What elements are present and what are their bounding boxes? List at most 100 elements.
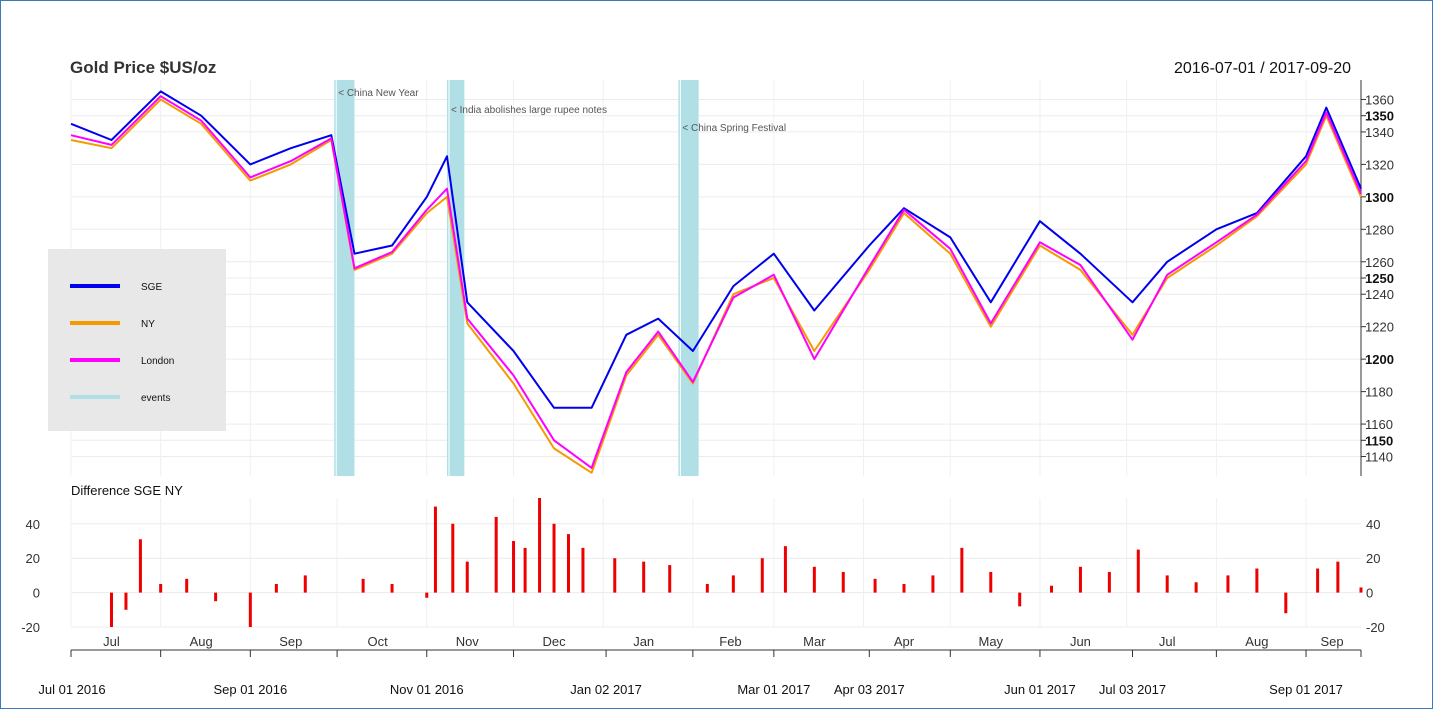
legend-label-london: London [141,356,174,367]
difference-bar [812,566,816,593]
event-band [334,80,355,476]
difference-bars [109,498,1363,627]
y-tick-label: 1320 [1365,157,1394,172]
event-label: < China Spring Festival [682,123,786,134]
legend: SGE NY London events [48,249,226,431]
difference-bar [960,547,964,593]
difference-bar [760,558,764,593]
series-line-london [70,95,1362,469]
difference-bar [566,534,570,593]
difference-bar [902,584,906,593]
difference-bar [523,547,527,593]
difference-bar [159,584,163,593]
y-tick-label: 1140 [1365,450,1393,465]
difference-bar [248,592,252,627]
x-date-label: Sep 01 2016 [213,682,287,697]
x-month-label: Sep [1321,634,1344,649]
diff-y-tick-right: 40 [1366,517,1380,532]
difference-bar [1136,549,1140,593]
x-month-label: Jan [633,634,654,649]
difference-bar [512,541,516,593]
x-month-label: Aug [190,634,213,649]
difference-bar [274,584,278,593]
event-band [447,80,465,476]
chart-text: < China New Year < India abolishes large … [21,58,1394,697]
difference-bar [1255,568,1259,593]
grid [70,80,1366,657]
difference-bar [1226,575,1230,593]
series-line-ny [70,98,1362,474]
x-month-label: Sep [279,634,302,649]
x-month-label: Oct [367,634,388,649]
y-tick-label: 1240 [1365,287,1394,302]
chart-title: Gold Price $US/oz [70,58,216,77]
y-tick-label: 1350 [1365,109,1394,124]
y-tick-label: 1300 [1365,190,1394,205]
difference-bar [214,592,218,602]
difference-bar [581,547,585,593]
difference-bar [705,584,709,593]
difference-bar [552,523,556,593]
difference-bar [185,578,189,593]
series-lines [70,90,1362,474]
x-month-label: Aug [1245,634,1268,649]
difference-bar [433,506,437,593]
diff-y-tick-right: 20 [1366,551,1380,566]
diff-y-tick-left: 40 [26,517,40,532]
x-date-label: Nov 01 2016 [390,682,464,697]
x-month-label: Feb [719,634,741,649]
x-date-label: Mar 01 2017 [737,682,810,697]
y-tick-label: 1360 [1365,92,1394,107]
difference-bar [465,561,469,593]
difference-bar [124,592,128,610]
series-line-sge [70,90,1362,409]
diff-y-tick-left: 0 [33,586,40,601]
difference-title: Difference SGE NY [71,483,183,498]
y-tick-label: 1220 [1365,320,1394,335]
difference-bar [931,575,935,593]
y-tick-label: 1180 [1365,385,1393,400]
difference-bar [1194,582,1198,593]
difference-bar [642,561,646,593]
difference-bar [1359,587,1363,593]
y-tick-label: 1280 [1365,222,1394,237]
legend-label-events: events [141,393,170,404]
difference-bar [613,558,617,593]
legend-label-sge: SGE [141,282,162,293]
x-month-label: Jul [1159,634,1176,649]
y-tick-label: 1160 [1365,417,1393,432]
diff-y-tick-right: 0 [1366,586,1373,601]
x-date-label: Jan 02 2017 [570,682,642,697]
difference-bar [425,592,429,598]
difference-bar [451,523,455,593]
x-date-label: Apr 03 2017 [834,682,905,697]
difference-bar [138,539,142,593]
difference-bar [1018,592,1022,607]
difference-bar [873,578,877,593]
difference-bar [494,516,498,593]
diff-y-tick-left: 20 [26,551,40,566]
difference-bar [668,565,672,593]
diff-y-tick-left: -20 [21,620,40,635]
legend-label-ny: NY [141,319,155,330]
x-month-label: Mar [803,634,826,649]
y-tick-label: 1250 [1365,271,1394,286]
difference-bar [1284,592,1288,614]
event-label: < India abolishes large rupee notes [451,105,607,116]
difference-bar [361,578,365,593]
difference-bar [1050,585,1054,593]
x-month-label: May [978,634,1003,649]
diff-y-tick-right: -20 [1366,620,1385,635]
difference-bar [989,571,993,593]
x-month-label: Jul [103,634,120,649]
x-date-label: Jul 01 2016 [38,682,105,697]
y-tick-label: 1340 [1365,125,1394,140]
difference-bar [390,584,394,593]
difference-bar [783,546,787,593]
y-tick-label: 1150 [1365,433,1393,448]
difference-bar [109,592,113,627]
difference-bar [1165,575,1169,593]
y-tick-label: 1260 [1365,255,1394,270]
x-month-label: Jun [1070,634,1091,649]
